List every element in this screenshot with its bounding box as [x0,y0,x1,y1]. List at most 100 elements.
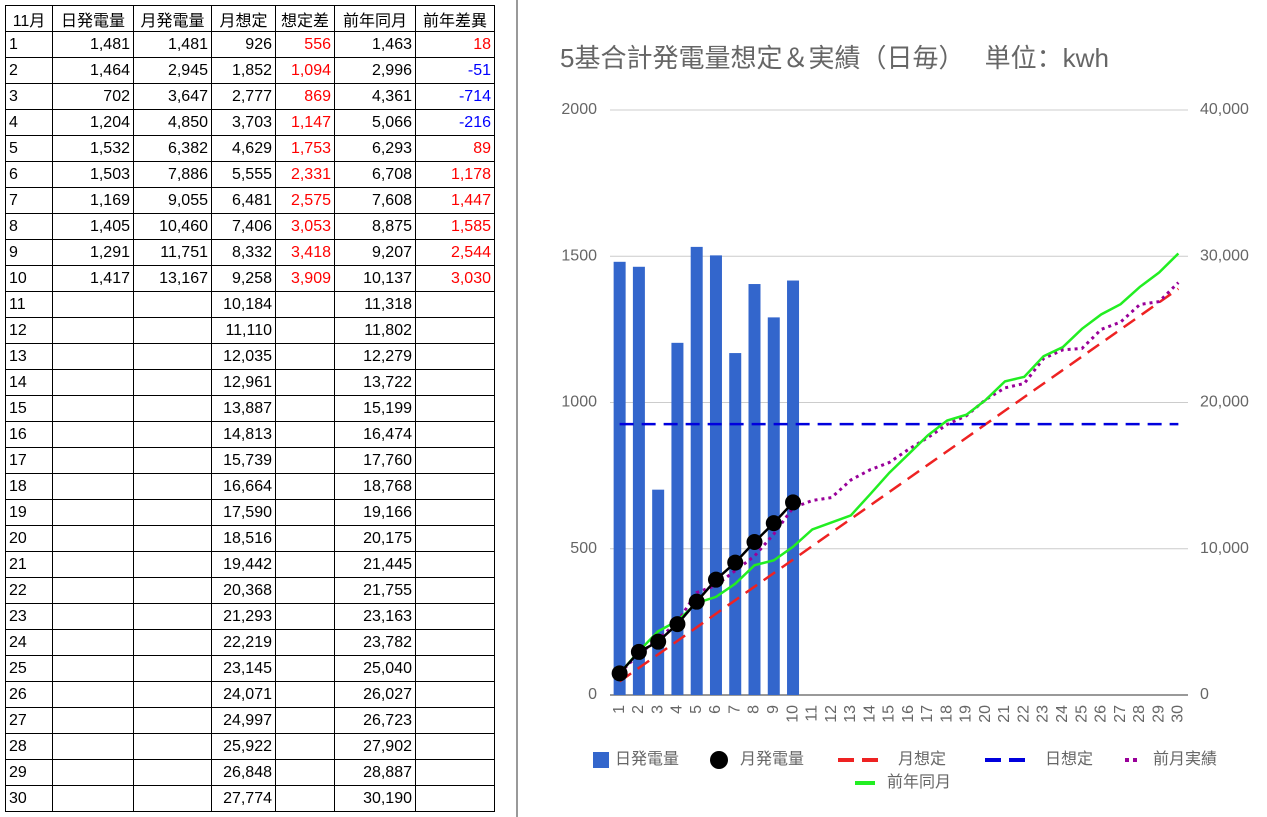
table-cell: 25,922 [211,733,276,760]
table-row: 29 26,848 28,887 [5,759,495,786]
table-cell: 17,760 [334,447,416,474]
table-cell: 29 [5,759,53,786]
table-cell: 3,703 [211,109,276,136]
x-tick-label: 2 [630,705,647,714]
table-cell: 19,166 [334,499,416,526]
legend-label: 前年同月 [887,773,951,791]
table-cell [275,785,335,812]
table-cell: 6,382 [133,135,212,162]
table-cell: 2,331 [275,161,335,188]
table-row: 22 20,368 21,755 [5,577,495,604]
table-cell: 18,768 [334,473,416,500]
x-tick-label: 26 [1093,705,1110,723]
table-row: 23 21,293 23,163 [5,603,495,630]
table-cell: 8,332 [211,239,276,266]
table-cell [415,681,495,708]
table-cell: 1 [5,31,53,58]
x-tick-label: 11 [804,705,821,722]
table-row: 21 19,442 21,445 [5,551,495,578]
table-cell: 15 [5,395,53,422]
x-tick-label: 5 [688,705,705,714]
table-cell: 24 [5,629,53,656]
legend-label: 日想定 [1045,750,1093,768]
bar [787,280,800,695]
data-table: 11月 日発電量 月発電量 月想定 想定差 前年同月 前年差異 1 1,481 1,481 926 5… [5,5,495,812]
table-cell: 11,802 [334,317,416,344]
x-tick-label: 8 [746,705,763,714]
table-cell: 1,503 [52,161,134,188]
table-cell [52,733,134,760]
x-tick-label: 20 [977,705,994,723]
table-cell: 13 [5,343,53,370]
chart-title: 5基合計発電量想定＆実績（日毎） 単位：kwh [560,43,1109,73]
table-row: 8 1,405 10,460 7,406 3,053 8,875 1,585 [5,213,495,240]
table-cell [52,629,134,656]
table-cell: 3,909 [275,265,335,292]
table-cell: 26,027 [334,681,416,708]
table-cell: 12 [5,317,53,344]
table-cell: 14,813 [211,421,276,448]
table-cell [133,655,212,682]
table-cell: 20,368 [211,577,276,604]
table-cell: 1,481 [133,31,212,58]
x-tick-label: 24 [1054,705,1071,723]
table-row: 16 14,813 16,474 [5,421,495,448]
table-cell: 4,629 [211,135,276,162]
table-cell [275,447,335,474]
x-tick-label: 30 [1170,705,1187,723]
table-row: 5 1,532 6,382 4,629 1,753 6,293 89 [5,135,495,162]
divider [516,0,518,817]
table-cell: 7,406 [211,213,276,240]
marker [785,494,802,511]
legend-label: 前月実績 [1153,750,1217,768]
table-row: 9 1,291 11,751 8,332 3,418 9,207 2,544 [5,239,495,266]
y-tick-label: 2000 [561,101,597,118]
table-cell [275,499,335,526]
table-cell [415,447,495,474]
table-cell: 7 [5,187,53,214]
table-cell: 25 [5,655,53,682]
legend-label: 月想定 [898,750,946,768]
marker [630,643,647,660]
x-tick-label: 3 [649,705,666,714]
table-cell: 10 [5,265,53,292]
bar [613,261,626,695]
marker [707,571,724,588]
x-tick-label: 29 [1150,705,1167,723]
marker [669,616,686,633]
table-cell [275,291,335,318]
table-cell [52,707,134,734]
table-cell: 11,751 [133,239,212,266]
table-cell: 19,442 [211,551,276,578]
table-row: 7 1,169 9,055 6,481 2,575 7,608 1,447 [5,187,495,214]
table-cell: 18,516 [211,525,276,552]
table-cell: 2,575 [275,187,335,214]
bar [748,284,761,695]
table-row: 27 24,997 26,723 [5,707,495,734]
legend-label: 月発電量 [740,750,804,768]
table-cell [415,733,495,760]
table-cell [415,317,495,344]
x-tick-label: 27 [1112,705,1129,723]
line [618,287,1180,683]
header-cell: 11月 [5,5,53,32]
line [618,281,1180,675]
legend-swatch [593,752,609,768]
x-tick-label: 6 [707,705,724,714]
x-tick-label: 12 [823,705,840,723]
table-cell: 10,460 [133,213,212,240]
table-cell: 30 [5,785,53,812]
table-cell: 556 [275,31,335,58]
table-cell: 21 [5,551,53,578]
table-cell: 1,169 [52,187,134,214]
table-row: 10 1,417 13,167 9,258 3,909 10,137 3,030 [5,265,495,292]
y2-tick-label: 20,000 [1200,394,1249,411]
table-cell: 26,848 [211,759,276,786]
table-cell: 702 [52,83,134,110]
x-tick-label: 22 [1015,705,1032,723]
table-cell: 23 [5,603,53,630]
y2-tick-label: 40,000 [1200,101,1249,118]
table-cell: 1,447 [415,187,495,214]
